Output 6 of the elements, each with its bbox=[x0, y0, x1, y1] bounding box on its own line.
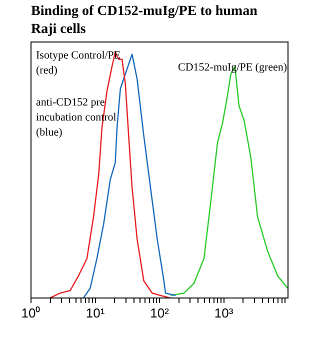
x-tick-label: 10³ bbox=[214, 305, 234, 320]
x-tick-label: 10⁰ bbox=[21, 305, 41, 320]
x-tick-label: 10² bbox=[150, 305, 170, 320]
chart-title: Binding of CD152-muIg/PE to human Raji cells bbox=[31, 3, 258, 39]
x-tick-label: 10¹ bbox=[86, 305, 106, 320]
series-label: CD152-muIg/PE (green) bbox=[178, 61, 288, 74]
